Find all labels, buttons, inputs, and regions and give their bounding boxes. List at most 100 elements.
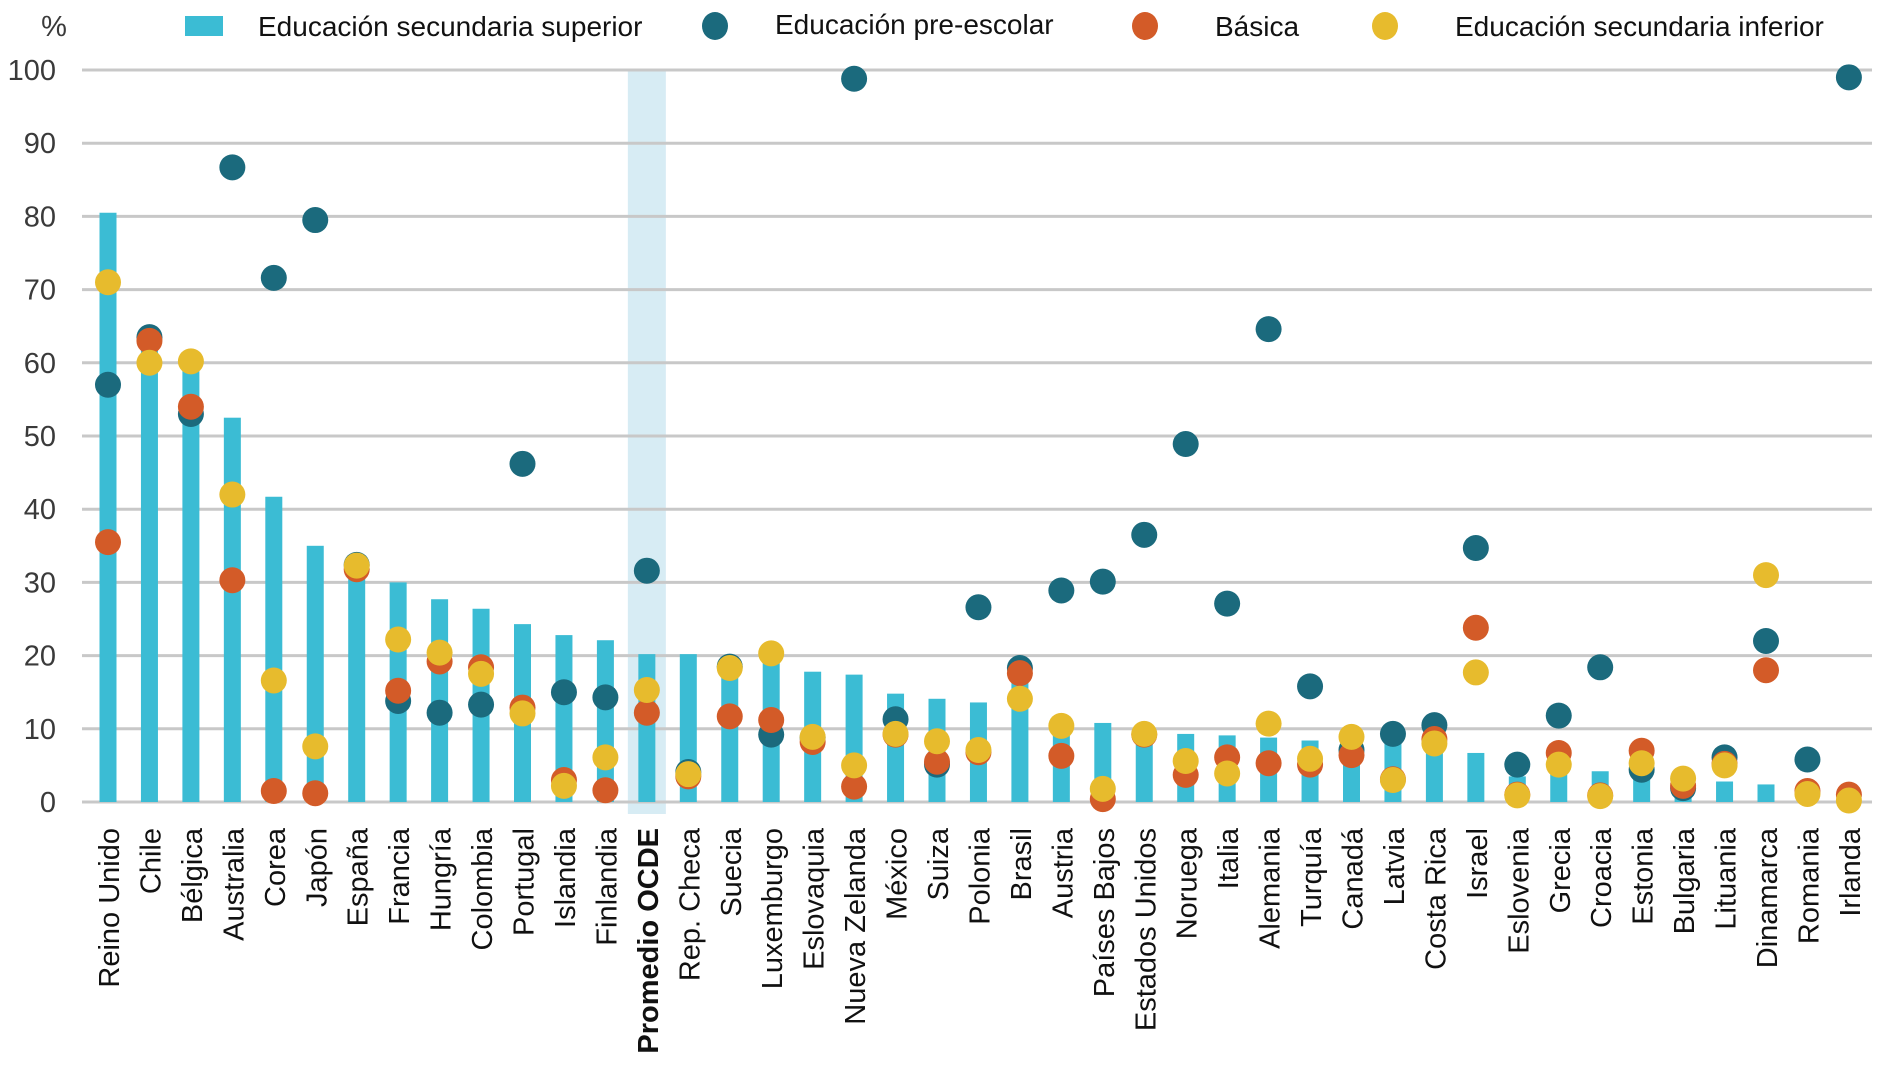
dot-series3-7 — [385, 626, 412, 653]
dot-series3-9 — [468, 660, 495, 687]
x-category-label: Chile — [135, 828, 167, 894]
dot-series2-23 — [1048, 742, 1075, 769]
bar-15 — [721, 664, 739, 802]
x-category-label: Noruega — [1172, 827, 1204, 939]
dot-series1-28 — [1255, 316, 1282, 343]
dot-series1-4 — [260, 264, 287, 291]
dot-series3-41 — [1794, 780, 1821, 807]
x-category-label: Países Bajos — [1089, 828, 1121, 997]
dot-series1-0 — [95, 371, 121, 398]
dot-series2-18 — [841, 773, 868, 800]
y-tick-label: 100 — [8, 55, 56, 87]
dot-series1-25 — [1131, 521, 1158, 548]
dot-series1-8 — [426, 699, 453, 726]
x-category-label: Japón — [301, 828, 333, 907]
dot-series1-31 — [1379, 720, 1406, 747]
dot-series3-25 — [1131, 720, 1158, 747]
x-category-label: Brasil — [1006, 828, 1038, 901]
bar-40 — [1757, 784, 1775, 802]
x-category-label: Francia — [384, 827, 416, 925]
bar-2 — [182, 362, 200, 802]
x-category-label: Croacia — [1586, 827, 1618, 928]
dot-series1-21 — [965, 594, 992, 621]
dot-series1-11 — [550, 679, 577, 706]
dot-series1-29 — [1297, 673, 1324, 700]
dot-series3-27 — [1214, 760, 1241, 787]
x-category-label: Lituania — [1711, 827, 1743, 929]
y-tick-label: 80 — [24, 201, 56, 233]
dot-series1-3 — [219, 154, 246, 181]
dot-series3-12 — [592, 744, 619, 771]
dot-series1-35 — [1545, 702, 1572, 729]
legend-item-upper-secondary: Educación secundaria superior — [185, 11, 642, 42]
x-category-label: Finlandia — [591, 827, 623, 946]
y-axis-ticks: % 0 10 20 30 40 50 60 70 80 90 100 — [8, 11, 67, 819]
x-category-label: Irlanda — [1835, 827, 1867, 917]
dot-series2-5 — [302, 780, 329, 807]
dot-series2-16 — [758, 707, 785, 734]
dot-series1-24 — [1089, 568, 1116, 595]
dot-series3-30 — [1338, 723, 1365, 750]
x-category-label: Eslovaquia — [799, 827, 831, 970]
x-category-label: Bulgaria — [1669, 827, 1701, 934]
dot-series2-1 — [136, 327, 163, 354]
x-category-label: Costa Rica — [1420, 827, 1452, 970]
dot-series3-4 — [260, 667, 287, 694]
dot-series2-15 — [716, 703, 743, 730]
legend-item-basic: Básica — [1132, 11, 1299, 42]
legend-item-preschool: Educación pre-escolar — [702, 9, 1054, 40]
dot-series3-36 — [1587, 783, 1614, 810]
dot-series3-8 — [426, 639, 453, 666]
x-category-label: Suecia — [716, 827, 748, 917]
dot-series2-12 — [592, 777, 619, 804]
x-category-label: Portugal — [509, 828, 541, 936]
legend-label: Educación secundaria superior — [258, 11, 642, 42]
bar-25 — [1135, 730, 1153, 802]
dot-series2-4 — [260, 778, 287, 805]
x-category-label: Promedio OCDE — [633, 828, 665, 1054]
x-category-label: Polonia — [964, 827, 996, 925]
dot-series3-18 — [841, 752, 868, 779]
y-axis-unit-label: % — [41, 11, 67, 43]
bar-4 — [265, 496, 283, 802]
dot-series3-13 — [633, 677, 660, 704]
legend: Educación secundaria superior Educación … — [185, 9, 1824, 42]
dot-series3-35 — [1545, 751, 1572, 778]
dot-series1-10 — [509, 450, 536, 477]
dot-series2-22 — [1006, 660, 1033, 687]
dot-series3-33 — [1462, 659, 1489, 686]
y-tick-label: 40 — [24, 494, 56, 526]
dot-series1-26 — [1172, 431, 1199, 458]
x-category-label: Islandia — [550, 827, 582, 928]
x-category-label: Dinamarca — [1752, 827, 1784, 968]
dot-series3-11 — [550, 772, 577, 799]
x-category-label: Luxemburgo — [757, 828, 789, 989]
x-category-label: México — [882, 828, 914, 920]
y-tick-label: 20 — [24, 641, 56, 673]
dot-series3-14 — [675, 761, 702, 788]
bar-0 — [99, 212, 117, 803]
dot-series1-9 — [468, 691, 495, 718]
legend-swatch-bar — [185, 16, 223, 36]
dot-series1-18 — [841, 65, 868, 92]
x-category-label: Austria — [1047, 827, 1079, 918]
bar-33 — [1467, 752, 1485, 802]
dot-series2-7 — [385, 677, 412, 704]
x-category-label: Grecia — [1545, 827, 1577, 913]
x-category-label: Rep. Checa — [674, 827, 706, 981]
bar-39 — [1716, 781, 1734, 802]
bars-upper-secondary — [99, 212, 1775, 803]
x-category-label: Nueva Zelanda — [840, 827, 872, 1025]
x-category-label: Corea — [260, 827, 292, 907]
dot-series3-31 — [1379, 767, 1406, 794]
dot-series2-33 — [1462, 614, 1489, 641]
bar-1 — [140, 337, 158, 802]
bar-6 — [348, 567, 366, 802]
dot-series1-34 — [1504, 751, 1531, 778]
y-tick-label: 70 — [24, 275, 56, 307]
x-category-label: Turquía — [1296, 827, 1328, 927]
dot-series2-13 — [633, 699, 660, 726]
dot-series2-20 — [924, 748, 950, 775]
dot-series3-19 — [882, 720, 909, 747]
